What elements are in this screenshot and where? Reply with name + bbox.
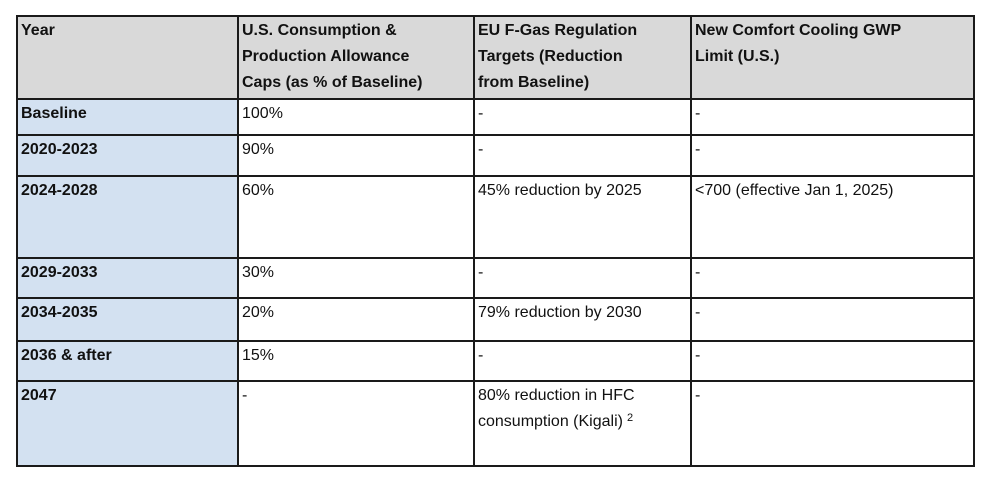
year-cell: 2034-2035 <box>16 297 239 343</box>
hfc-regulation-table: Year U.S. Consumption & Production Allow… <box>16 14 975 468</box>
table-row: 2029-2033 30% - - <box>16 257 975 300</box>
eu-target-text: 80% reduction in HFC consumption (Kigali… <box>478 387 635 431</box>
eu-target-cell: - <box>473 340 692 383</box>
us-cap-cell: 15% <box>237 340 475 383</box>
eu-target-cell: - <box>473 257 692 300</box>
table-row: 2034-2035 20% 79% reduction by 2030 - <box>16 297 975 343</box>
gwp-limit-cell: - <box>690 340 975 383</box>
eu-target-cell: 80% reduction in HFC consumption (Kigali… <box>473 380 692 468</box>
header-cell-eu-targets: EU F-Gas Regulation Targets (Reduction f… <box>473 14 692 101</box>
year-cell: 2024-2028 <box>16 175 239 260</box>
table-row: 2047 - 80% reduction in HFC consumption … <box>16 380 975 468</box>
year-cell: 2020-2023 <box>16 134 239 178</box>
footnote-marker: 2 <box>626 412 634 425</box>
gwp-limit-cell: - <box>690 257 975 300</box>
gwp-limit-cell: - <box>690 380 975 468</box>
table-row: 2024-2028 60% 45% reduction by 2025 <700… <box>16 175 975 260</box>
eu-target-cell: - <box>473 98 692 137</box>
us-cap-cell: 60% <box>237 175 475 260</box>
us-cap-cell: 30% <box>237 257 475 300</box>
table-row: Baseline 100% - - <box>16 98 975 137</box>
year-cell: Baseline <box>16 98 239 137</box>
regulation-table-container: Year U.S. Consumption & Production Allow… <box>16 14 975 468</box>
eu-target-cell: 79% reduction by 2030 <box>473 297 692 343</box>
us-cap-cell: - <box>237 380 475 468</box>
table-header: Year U.S. Consumption & Production Allow… <box>16 14 975 101</box>
us-cap-cell: 90% <box>237 134 475 178</box>
eu-target-cell: 45% reduction by 2025 <box>473 175 692 260</box>
table-row: 2036 & after 15% - - <box>16 340 975 383</box>
gwp-limit-cell: <700 (effective Jan 1, 2025) <box>690 175 975 260</box>
us-cap-cell: 100% <box>237 98 475 137</box>
gwp-limit-cell: - <box>690 297 975 343</box>
header-cell-gwp-limit: New Comfort Cooling GWP Limit (U.S.) <box>690 14 975 101</box>
year-cell: 2036 & after <box>16 340 239 383</box>
table-body: Baseline 100% - - 2020-2023 90% - - 2024… <box>16 98 975 468</box>
gwp-limit-cell: - <box>690 98 975 137</box>
us-cap-cell: 20% <box>237 297 475 343</box>
gwp-limit-cell: - <box>690 134 975 178</box>
table-row: 2020-2023 90% - - <box>16 134 975 178</box>
header-cell-us-caps: U.S. Consumption & Production Allowance … <box>237 14 475 101</box>
year-cell: 2029-2033 <box>16 257 239 300</box>
eu-target-cell: - <box>473 134 692 178</box>
header-row: Year U.S. Consumption & Production Allow… <box>16 14 975 101</box>
header-cell-year: Year <box>16 14 239 101</box>
year-cell: 2047 <box>16 380 239 468</box>
